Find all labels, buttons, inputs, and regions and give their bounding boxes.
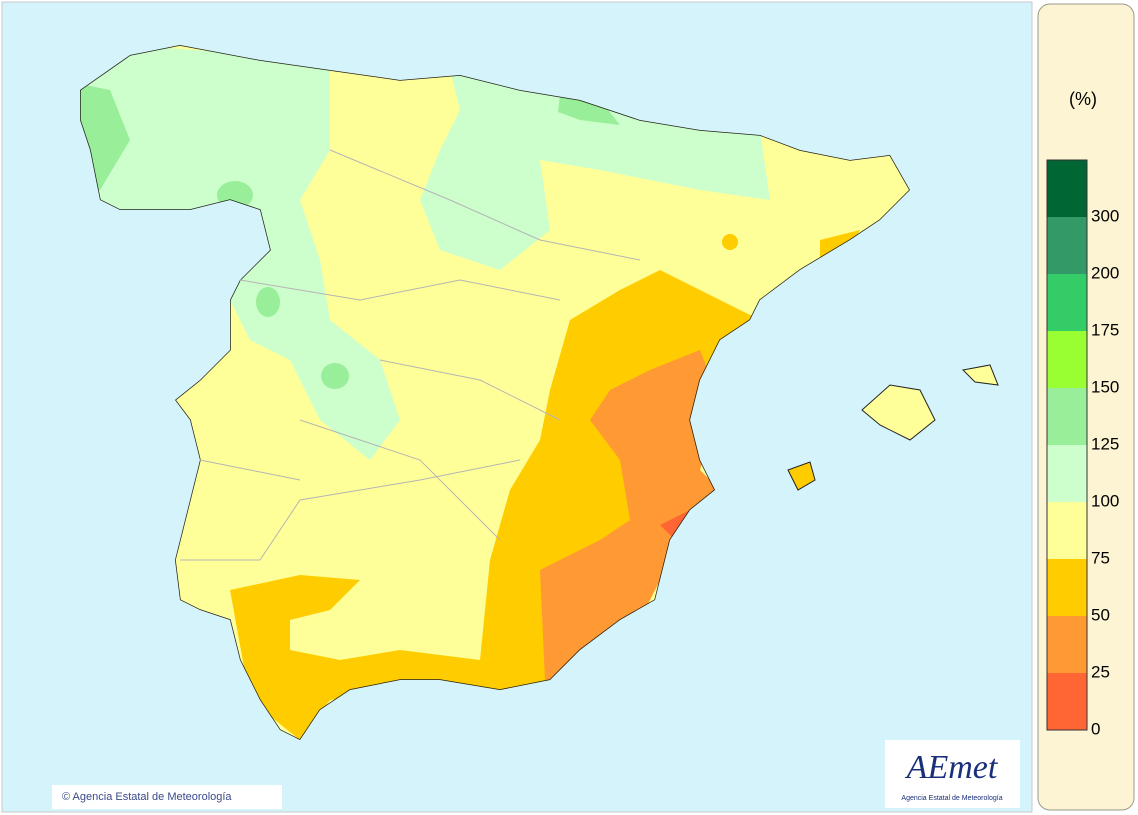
zone-125-150 bbox=[80, 80, 130, 190]
legend-label: 0 bbox=[1091, 719, 1100, 738]
zone-100-125 bbox=[80, 45, 400, 460]
logo-caption: Agencia Estatal de Meteorología bbox=[901, 795, 1002, 802]
legend-swatch bbox=[1047, 616, 1087, 673]
legend-swatch bbox=[1047, 388, 1087, 445]
copyright-box bbox=[52, 785, 282, 809]
legend-swatch bbox=[1047, 673, 1087, 730]
legend-frame bbox=[1046, 159, 1088, 731]
map-frame bbox=[1, 1, 1033, 813]
legend-label: 25 bbox=[1091, 662, 1110, 681]
mallorca bbox=[861, 384, 936, 441]
province-borders bbox=[180, 149, 641, 561]
legend-label: 175 bbox=[1091, 320, 1119, 339]
zone-50-75 bbox=[230, 575, 500, 740]
copyright: © Agencia Estatal de Meteorología bbox=[62, 791, 232, 803]
legend-label: 150 bbox=[1091, 377, 1119, 396]
zone-125-150 bbox=[558, 95, 620, 125]
legend-swatch bbox=[1047, 217, 1087, 274]
legend-swatch bbox=[1047, 502, 1087, 559]
legend-swatch bbox=[1047, 331, 1087, 388]
legend-label: 200 bbox=[1091, 263, 1119, 282]
legend-swatch bbox=[1047, 160, 1087, 217]
legend-unit: (%) bbox=[1069, 89, 1097, 109]
logo: AEmet bbox=[905, 749, 999, 786]
legend-swatch bbox=[1047, 559, 1087, 616]
zone-125-150 bbox=[321, 363, 349, 389]
legend-label: 125 bbox=[1091, 434, 1119, 453]
legend-label: 50 bbox=[1091, 605, 1110, 624]
zone-25-50 bbox=[540, 350, 720, 690]
legend-label: 75 bbox=[1091, 548, 1110, 567]
legend: 300 200 175 150 125 100 75 50 25 0 bbox=[1046, 159, 1119, 738]
zone-50-75 bbox=[722, 234, 738, 250]
legend-label: 300 bbox=[1091, 206, 1119, 225]
menorca bbox=[961, 364, 999, 386]
logo-box bbox=[885, 740, 1020, 808]
legend-swatch bbox=[1047, 445, 1087, 502]
ibiza bbox=[787, 461, 816, 491]
zone-125-150 bbox=[256, 287, 280, 317]
legend-label: 100 bbox=[1091, 491, 1119, 510]
legend-swatch bbox=[1047, 274, 1087, 331]
